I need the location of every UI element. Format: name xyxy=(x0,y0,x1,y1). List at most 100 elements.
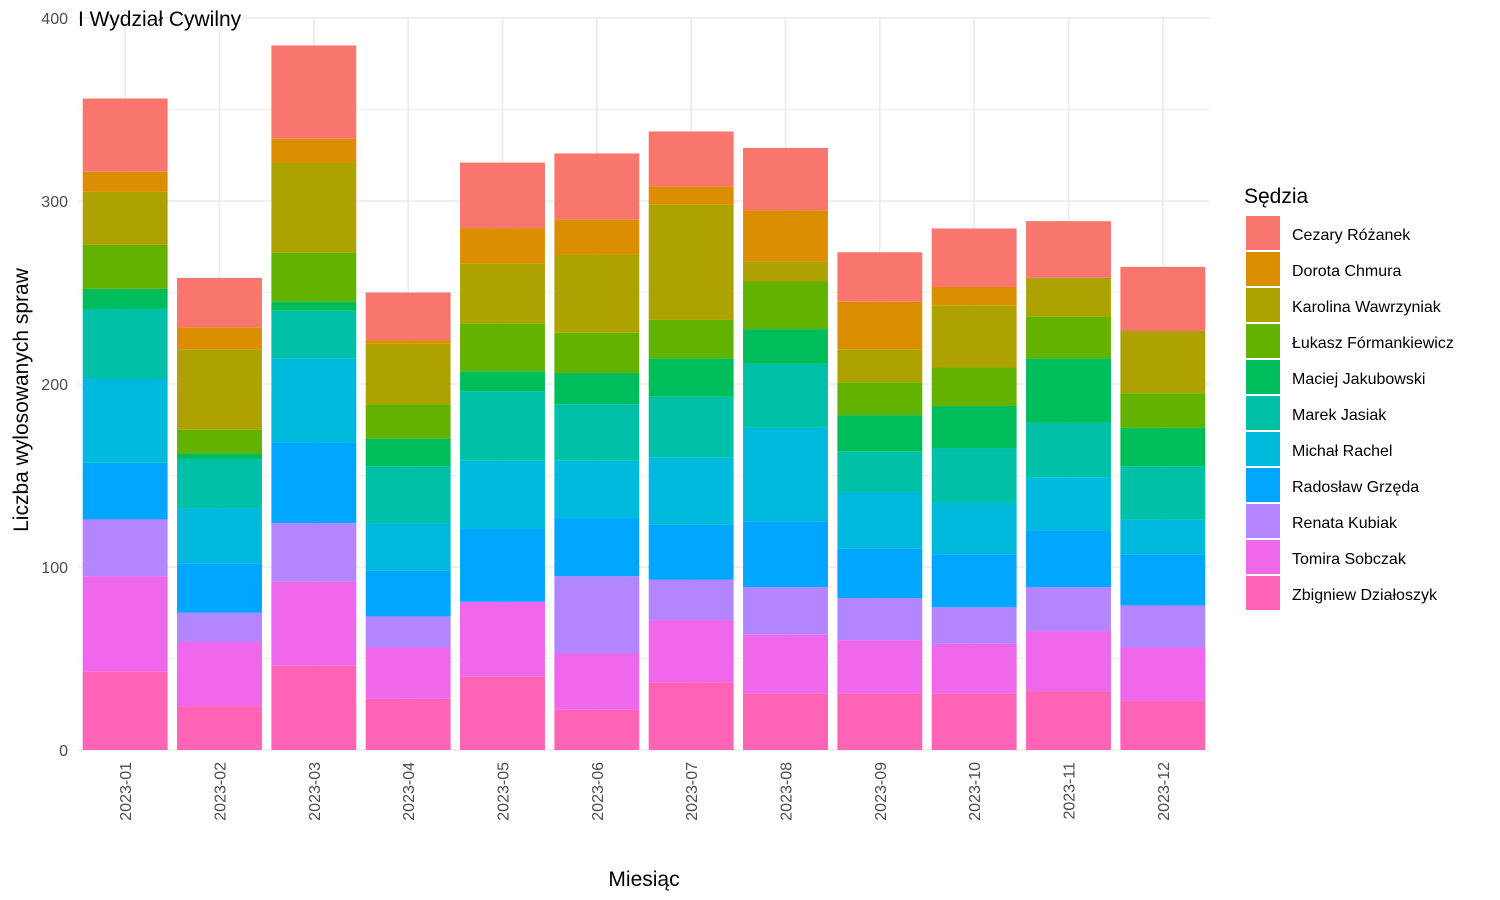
bar-segment xyxy=(931,554,1017,608)
bar-segment xyxy=(365,343,451,405)
bars xyxy=(82,45,1206,750)
bar-segment xyxy=(1026,358,1111,423)
bar-segment xyxy=(743,147,828,211)
bar-segment xyxy=(743,329,828,364)
bar-segment xyxy=(743,521,828,588)
x-tick-label: 2023-06 xyxy=(590,762,607,821)
legend-swatch xyxy=(1246,324,1280,358)
bar-segment xyxy=(743,363,828,428)
bar-segment xyxy=(554,709,640,750)
legend-label: Tomira Sobczak xyxy=(1292,551,1407,568)
legend-label: Radosław Grzęda xyxy=(1292,479,1419,496)
bar-segment xyxy=(837,451,923,492)
bar-segment xyxy=(460,391,545,461)
bar-segment xyxy=(931,502,1017,555)
bar-segment xyxy=(82,191,168,245)
bar-segment xyxy=(82,98,168,172)
bar-segment xyxy=(648,358,734,397)
x-tick-label: 2023-07 xyxy=(684,762,701,821)
bar-segment xyxy=(177,349,262,430)
legend-swatch xyxy=(1246,432,1280,466)
bar-segment xyxy=(648,682,734,750)
bar-segment xyxy=(82,288,168,309)
bar-segment xyxy=(1120,647,1206,701)
bar-segment xyxy=(271,45,357,139)
bar-segment xyxy=(931,367,1017,406)
bar-segment xyxy=(743,427,828,522)
y-axis-ticks: 0 100 200 300 400 xyxy=(41,11,68,760)
bar-segment xyxy=(1026,691,1111,750)
bar-segment xyxy=(177,612,262,643)
bar-segment xyxy=(648,131,734,187)
bar-segment xyxy=(177,277,262,328)
bar-segment xyxy=(271,665,357,750)
bar-segment xyxy=(460,228,545,264)
bar-segment xyxy=(1026,316,1111,359)
bar-segment xyxy=(365,698,451,750)
bar-segment xyxy=(365,523,451,571)
bar-segment xyxy=(837,252,923,302)
x-axis-ticks: 2023-01 2023-02 2023-03 2023-04 2023-05 2023-… xyxy=(118,762,1173,821)
legend-swatch xyxy=(1246,576,1280,610)
bar-segment xyxy=(837,301,923,350)
y-tick-label: 0 xyxy=(59,743,68,760)
bar-segment xyxy=(648,204,734,320)
bar-segment xyxy=(1120,519,1206,555)
x-tick-label: 2023-05 xyxy=(496,762,513,821)
bar-segment xyxy=(1120,700,1206,750)
legend-swatch xyxy=(1246,288,1280,322)
bar-segment xyxy=(177,459,262,509)
bar-segment xyxy=(271,358,357,443)
y-tick-label: 100 xyxy=(41,560,68,577)
bar-segment xyxy=(177,327,262,350)
x-tick-label: 2023-10 xyxy=(967,762,984,821)
bar-segment xyxy=(743,587,828,635)
x-tick-label: 2023-09 xyxy=(873,762,890,821)
bar-segment xyxy=(1120,554,1206,606)
x-tick-label: 2023-08 xyxy=(779,762,796,821)
bar-segment xyxy=(931,405,1017,449)
legend-label: Renata Kubiak xyxy=(1292,515,1398,532)
bar-segment xyxy=(460,263,545,324)
bar-segment xyxy=(554,332,640,374)
bar-segment xyxy=(1120,393,1206,428)
bar-segment xyxy=(271,252,357,302)
bar-segment xyxy=(1120,330,1206,394)
bar-segment xyxy=(177,453,262,460)
bar-segment xyxy=(554,460,640,518)
bar-segment xyxy=(82,378,168,463)
bar-segment xyxy=(1120,466,1206,520)
bar-segment xyxy=(271,442,357,524)
y-tick-label: 300 xyxy=(41,194,68,211)
bar-segment xyxy=(931,287,1017,306)
bar-segment xyxy=(271,138,357,163)
bar-segment xyxy=(177,508,262,564)
bar-segment xyxy=(837,640,923,694)
bar-segment xyxy=(837,349,923,383)
bar-segment xyxy=(365,292,451,341)
legend-label: Dorota Chmura xyxy=(1292,263,1401,280)
bar-segment xyxy=(460,528,545,602)
legend-swatch xyxy=(1246,396,1280,430)
bar-segment xyxy=(554,219,640,255)
bar-segment xyxy=(460,460,545,529)
bar-segment xyxy=(82,462,168,520)
bar-segment xyxy=(648,319,734,359)
x-tick-label: 2023-12 xyxy=(1156,762,1173,821)
bar-segment xyxy=(648,186,734,205)
x-tick-label: 2023-01 xyxy=(118,762,135,821)
bar-segment xyxy=(82,171,168,192)
bar-segment xyxy=(837,415,923,452)
legend: Sędzia Cezary Różanek Dorota Chmura Karoli… xyxy=(1244,185,1454,610)
legend-label: Cezary Różanek xyxy=(1292,227,1411,244)
bar-segment xyxy=(743,281,828,330)
bar-segment xyxy=(460,601,545,677)
bar-segment xyxy=(837,548,923,599)
bar-segment xyxy=(554,576,640,654)
legend-label: Zbigniew Działoszyk xyxy=(1292,587,1438,604)
bar-segment xyxy=(365,616,451,648)
bar-segment xyxy=(931,448,1017,503)
bar-segment xyxy=(743,210,828,262)
bar-segment xyxy=(931,643,1017,694)
